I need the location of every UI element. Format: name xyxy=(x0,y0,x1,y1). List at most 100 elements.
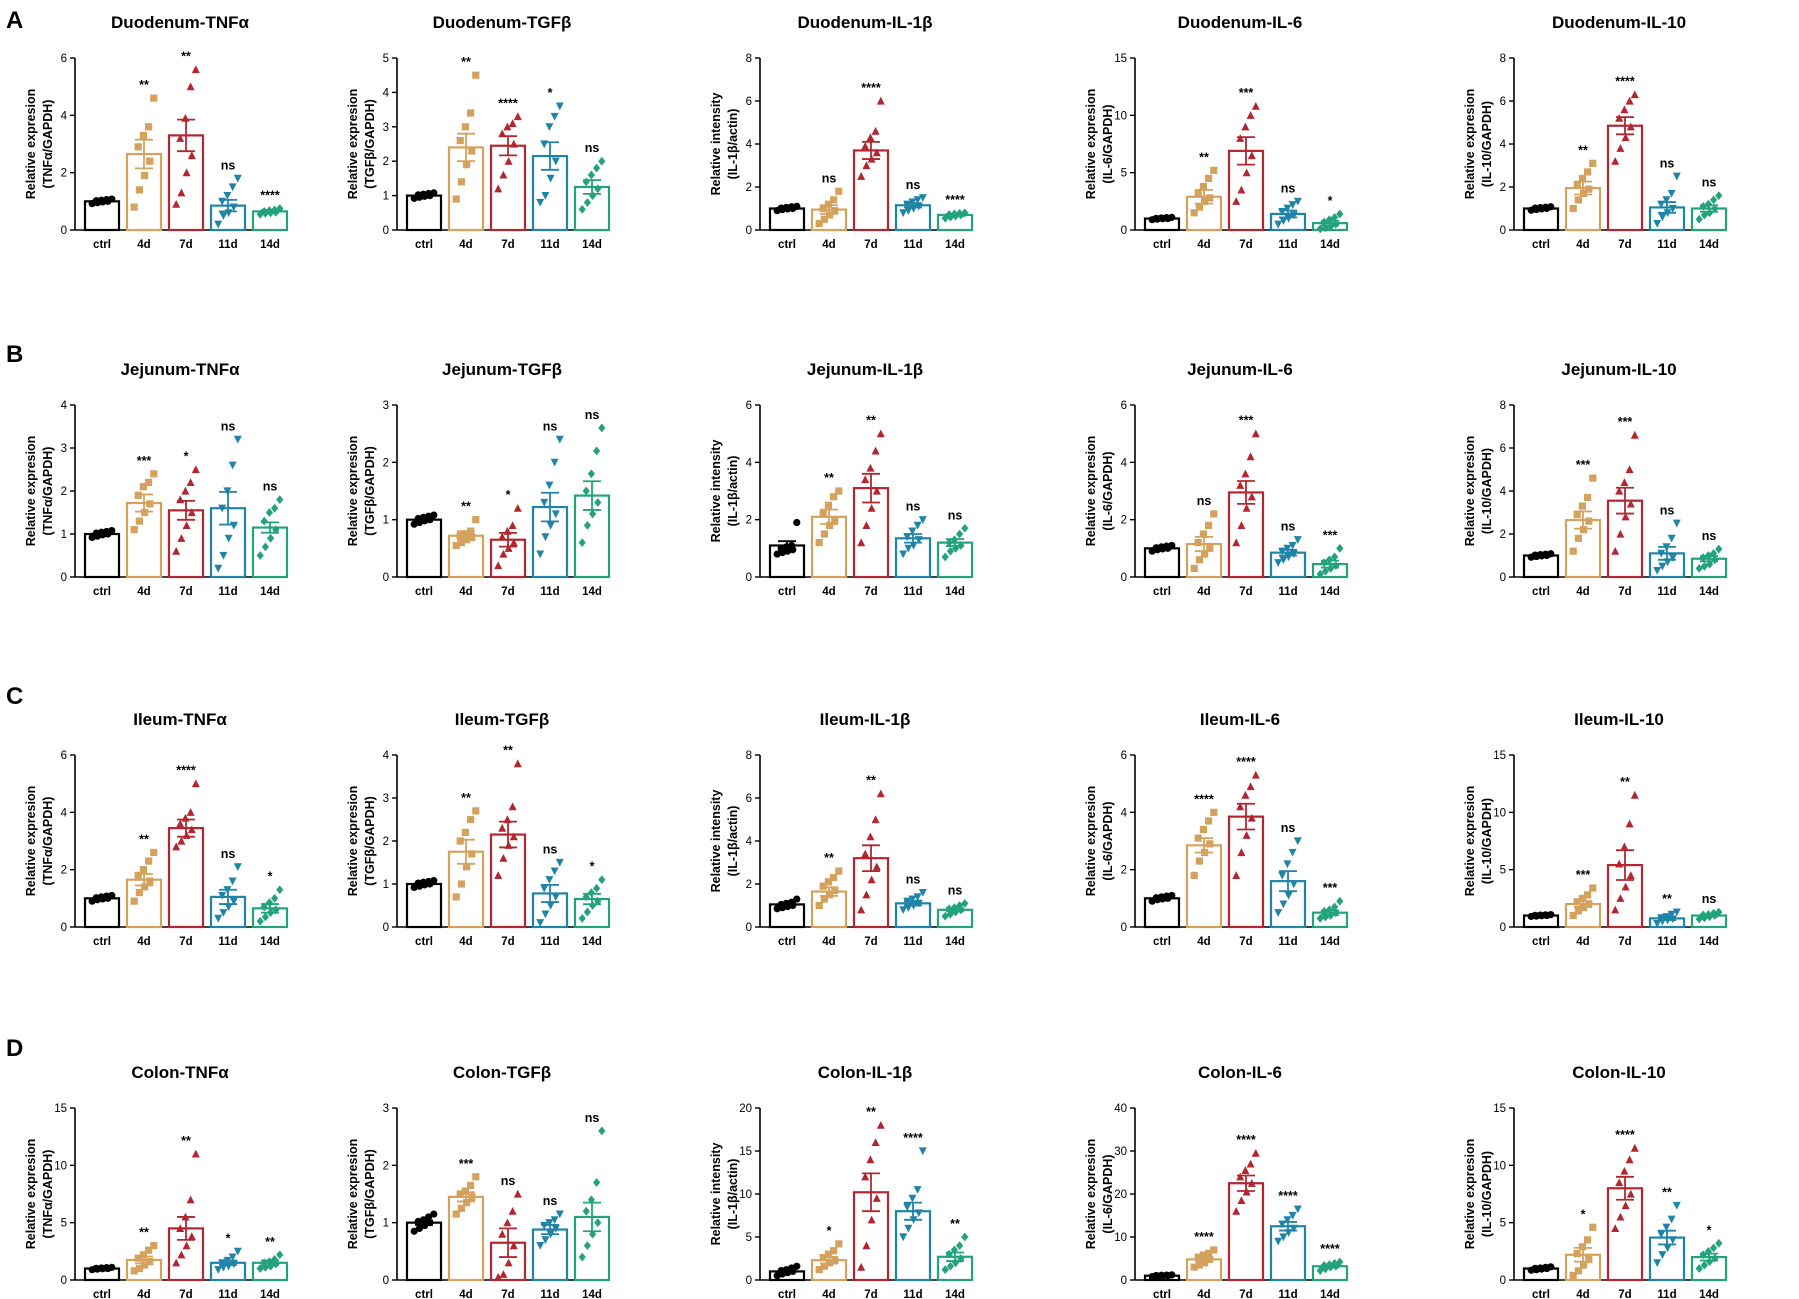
data-point xyxy=(1657,914,1666,923)
panel-label-a: A xyxy=(6,7,23,34)
data-point xyxy=(904,207,913,215)
data-point xyxy=(826,891,834,899)
y-axis-label-line: (IL-6/GAPDH) xyxy=(1101,451,1115,530)
x-tick-label: ctrl xyxy=(1532,586,1550,598)
y-tick-label: 2 xyxy=(746,515,752,527)
significance-label: *** xyxy=(1239,414,1254,428)
data-point xyxy=(467,815,475,824)
data-point xyxy=(551,510,560,519)
data-point xyxy=(913,196,922,205)
data-point xyxy=(1573,1250,1581,1258)
chart: Colon-IL-1β Relative intensity (IL-1β/acti… xyxy=(709,1063,974,1299)
data-point xyxy=(1320,558,1328,568)
x-tick-label: 11d xyxy=(903,586,922,598)
data-point xyxy=(223,886,232,894)
y-tick-label: 6 xyxy=(1121,750,1127,762)
chart-title: Jejunum-IL-1β xyxy=(807,360,923,379)
data-point xyxy=(224,903,233,912)
chart-title: Duodenum-IL-10 xyxy=(1552,13,1686,32)
data-point xyxy=(513,112,522,121)
data-point xyxy=(1206,1255,1214,1263)
data-point xyxy=(187,508,196,517)
data-point xyxy=(1616,144,1625,152)
data-point xyxy=(1251,101,1260,110)
data-point xyxy=(1247,1179,1256,1187)
data-point xyxy=(1667,534,1676,543)
data-point xyxy=(186,1195,195,1204)
data-point xyxy=(150,94,158,102)
y-tick-label: 6 xyxy=(1500,96,1506,108)
data-point xyxy=(468,147,476,155)
x-tick-label: 7d xyxy=(864,586,877,598)
data-point xyxy=(177,1250,186,1259)
data-point xyxy=(1237,521,1246,529)
y-axis-label-line: Relative expresion xyxy=(346,1139,360,1249)
data-point xyxy=(498,532,507,541)
data-point xyxy=(1662,543,1671,552)
x-tick-label: 4d xyxy=(137,239,150,251)
data-point xyxy=(223,1256,232,1265)
data-point xyxy=(214,564,223,573)
data-point xyxy=(452,541,460,550)
data-point xyxy=(909,541,918,550)
significance-label: ns xyxy=(585,408,600,422)
data-point xyxy=(134,871,142,879)
data-point xyxy=(1658,562,1667,571)
data-point xyxy=(598,423,606,433)
x-tick-label: 14d xyxy=(1320,1289,1340,1299)
data-point xyxy=(589,901,597,910)
significance-label: ** xyxy=(866,1105,876,1119)
significance-label: **** xyxy=(945,193,965,207)
x-tick-label: 7d xyxy=(501,1289,514,1299)
data-point xyxy=(866,832,875,841)
data-point xyxy=(551,893,560,902)
y-tick-label: 15 xyxy=(739,1146,752,1158)
data-point xyxy=(1715,1238,1723,1248)
chart-title: Duodenum-IL-6 xyxy=(1178,13,1303,32)
data-point xyxy=(219,1263,228,1272)
data-point xyxy=(583,198,591,207)
data-point xyxy=(1625,819,1634,828)
data-point xyxy=(461,828,469,836)
data-point xyxy=(831,207,839,215)
data-point xyxy=(957,541,965,550)
data-point xyxy=(918,194,927,202)
data-point xyxy=(494,561,503,570)
significance-label: ns xyxy=(221,419,236,433)
data-point xyxy=(950,209,958,219)
significance-label: ** xyxy=(503,744,513,758)
significance-label: ** xyxy=(1199,150,1209,164)
data-point xyxy=(145,478,153,486)
data-point xyxy=(430,876,438,885)
chart-title: Colon-IL-10 xyxy=(1572,1063,1666,1082)
data-point xyxy=(265,206,273,215)
y-tick-label: 8 xyxy=(746,750,752,762)
x-tick-label: 4d xyxy=(1576,586,1589,598)
data-point xyxy=(218,197,227,206)
data-point xyxy=(1706,1257,1714,1267)
data-point xyxy=(861,141,870,150)
data-point xyxy=(1621,133,1630,142)
data-point xyxy=(1194,834,1202,842)
y-axis-label-line: (IL-10/GAPDH) xyxy=(1480,798,1494,884)
data-point xyxy=(831,886,839,895)
data-point xyxy=(1547,203,1555,211)
data-point xyxy=(1168,541,1176,550)
chart: Duodenum-TGFβ Relative expresion (TGFβ/GAP… xyxy=(346,13,611,251)
chart: Ileum-IL-1β Relative intensity (IL-1β/acti… xyxy=(709,710,974,948)
y-tick-label: 5 xyxy=(1500,865,1506,877)
data-point xyxy=(186,82,195,91)
data-point xyxy=(509,538,518,547)
data-point xyxy=(914,202,923,211)
data-point xyxy=(546,521,555,530)
data-point xyxy=(224,534,233,543)
data-point xyxy=(1547,1263,1555,1271)
data-point xyxy=(261,542,269,552)
y-axis-label: Relative expresion (TNFα/GAPDH) xyxy=(24,1139,55,1249)
data-point xyxy=(430,1210,438,1218)
y-tick-label: 6 xyxy=(746,96,752,108)
data-point xyxy=(457,880,465,888)
data-point xyxy=(1279,900,1288,909)
data-point xyxy=(1279,1233,1288,1242)
data-point xyxy=(1236,802,1245,811)
